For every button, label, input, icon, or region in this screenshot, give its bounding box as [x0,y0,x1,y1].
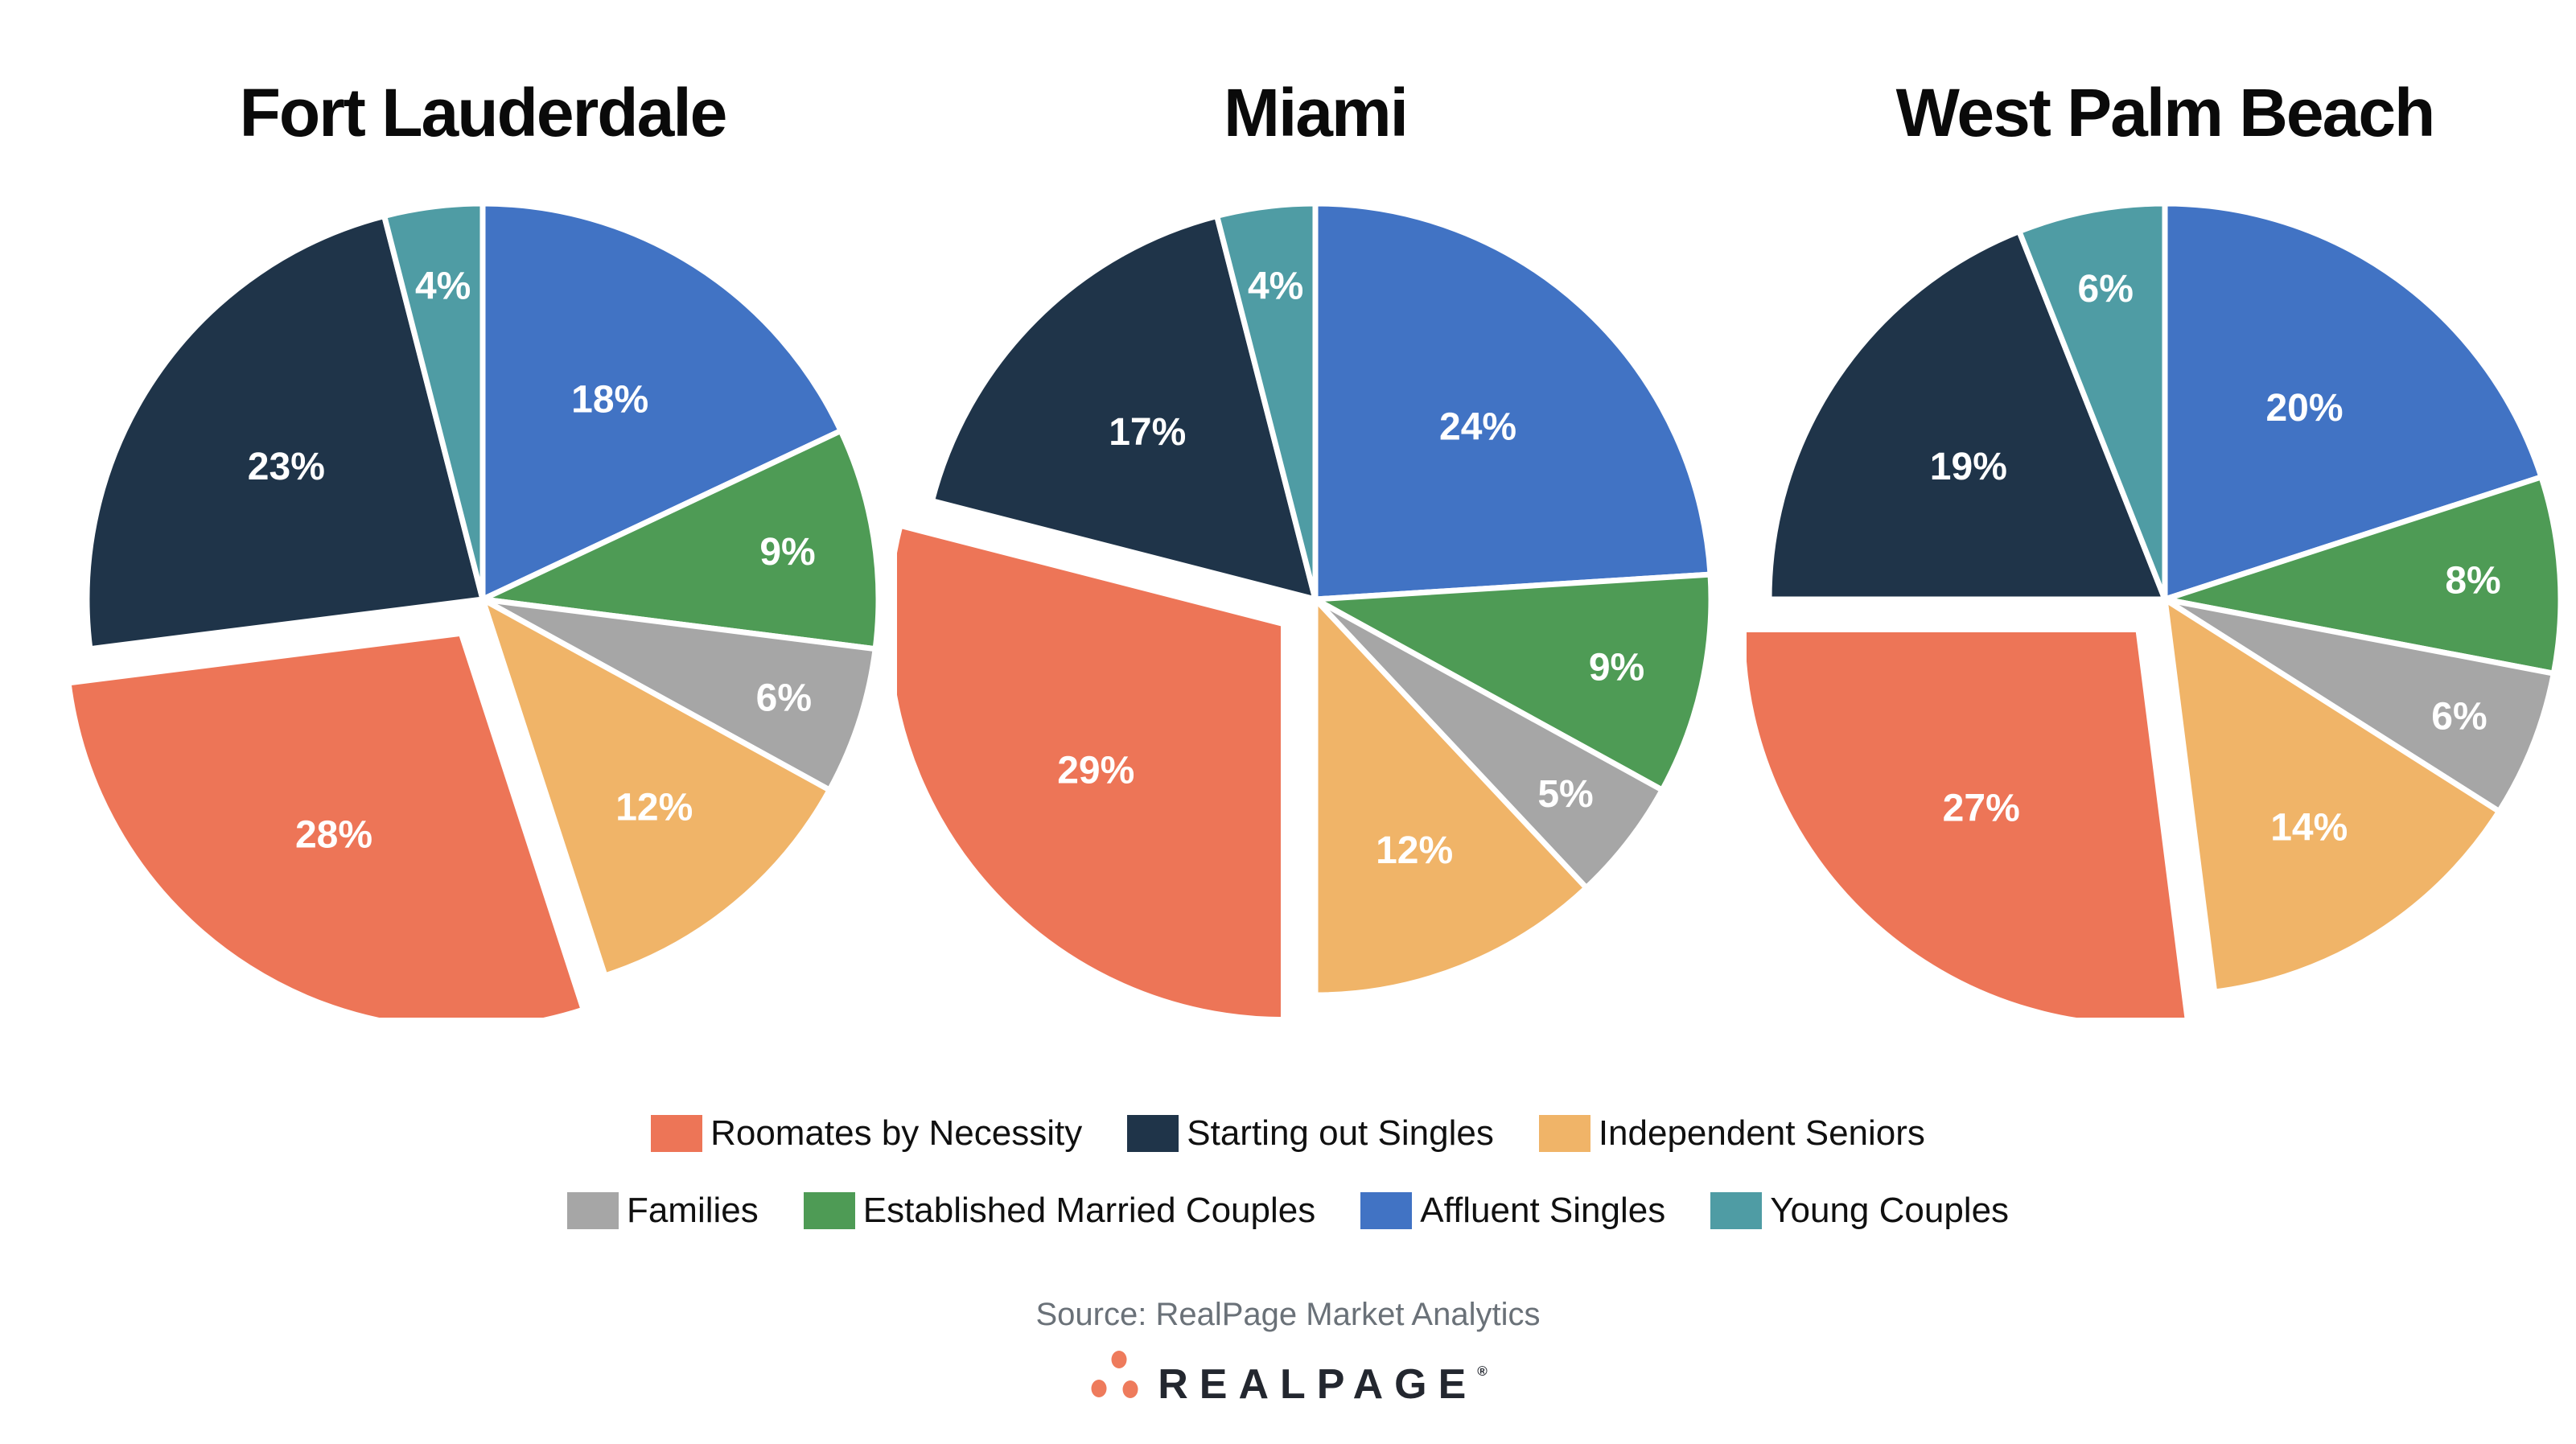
pie-chart-miami: 24% 9% 5% 12% 29% 17% 4% [897,200,1714,1018]
slice-label: 6% [2078,268,2134,311]
legend-label: Young Couples [1770,1191,2010,1230]
legend-item: Roomates by Necessity [651,1113,1082,1154]
pie-slice [479,428,882,652]
realpage-logo: REALPAGE® [0,1342,2576,1414]
legend-swatch [1710,1192,1763,1229]
slice-label: 12% [615,787,693,829]
pie-slice [1312,571,1714,793]
legend-label: Established Married Couples [862,1191,1316,1230]
slice-label: 17% [1109,411,1186,454]
slice-label: 29% [1057,749,1134,792]
pie-slice [928,212,1319,603]
logo-text: REALPAGE® [1158,1361,1488,1408]
pie-slice [1214,200,1319,603]
slice-label: 8% [2445,560,2500,603]
pie-slice [2016,200,2168,603]
slice-label: 28% [295,813,372,856]
pie-slice [2162,474,2564,677]
slice-label: 20% [2265,387,2343,430]
pie-slice [381,200,486,603]
legend-swatch [566,1192,619,1229]
source-text: Source: RealPage Market Analytics [1035,1297,1541,1332]
legend-swatch [803,1192,855,1229]
slice-label: 12% [1376,829,1453,872]
legend-label: Starting out Singles [1187,1113,1494,1153]
slice-label: 9% [1589,647,1644,689]
slice-label: 6% [756,677,812,719]
pie-slice [2162,596,2557,815]
slice-label: 24% [1439,406,1516,449]
slice-label: 23% [248,446,325,488]
legend-swatch [651,1115,703,1152]
legend-row: Families Established Married Couples Afflu… [566,1191,2009,1231]
pie-slice [479,596,879,793]
slice-label: 9% [759,531,815,574]
pie-slice [479,596,833,979]
legend-item: Families [566,1191,759,1231]
chart-title-miami: Miami [1223,75,1409,150]
legend-swatch [1538,1115,1590,1152]
pie-slice [65,630,586,1018]
slice-label: 4% [415,265,471,307]
pie-chart-fort-lauderdale: 18% 9% 6% 12% 28% 23% 4% [65,200,882,1018]
legend-swatch [1360,1192,1413,1229]
pie-slice [1766,228,2168,603]
legend: Roomates by Necessity Starting out Single… [0,1113,2576,1231]
pie-slice [897,522,1286,1018]
registered-mark: ® [1477,1364,1488,1379]
pie-slice [2162,596,2502,995]
legend-label: Roomates by Necessity [710,1113,1083,1153]
pie-slice [2162,200,2545,603]
chart-title-west-palm-beach: West Palm Beach [1895,75,2436,150]
pie-slice [479,200,844,603]
legend-item: Young Couples [1710,1191,2009,1231]
pie-chart-west-palm-beach: 20% 8% 6% 14% 27% 19% 6% [1747,200,2564,1018]
slice-label: 4% [1248,265,1303,307]
chart-title-fort-lauderdale: Fort Lauderdale [239,75,728,150]
legend-item: Independent Seniors [1538,1113,1925,1154]
legend-label: Independent Seniors [1598,1113,1925,1153]
legend-row: Roomates by Necessity Starting out Single… [651,1113,1925,1154]
legend-swatch [1127,1115,1179,1152]
legend-label: Affluent Singles [1420,1191,1666,1230]
pie-slice [84,212,486,652]
slice-label: 14% [2270,806,2348,849]
pie-slice [1312,596,1590,998]
pie-slice [1747,627,2191,1018]
slice-label: 5% [1537,773,1593,816]
slice-label: 19% [1930,446,2007,488]
slice-label: 6% [2431,696,2487,738]
logo-dots-icon [1091,1351,1138,1398]
legend-item: Established Married Couples [803,1191,1316,1231]
slice-label: 18% [571,379,648,422]
legend-item: Starting out Singles [1127,1113,1494,1154]
pie-slice [1312,200,1714,603]
legend-label: Families [626,1191,759,1230]
legend-item: Affluent Singles [1360,1191,1665,1231]
slice-label: 27% [1943,788,2020,830]
